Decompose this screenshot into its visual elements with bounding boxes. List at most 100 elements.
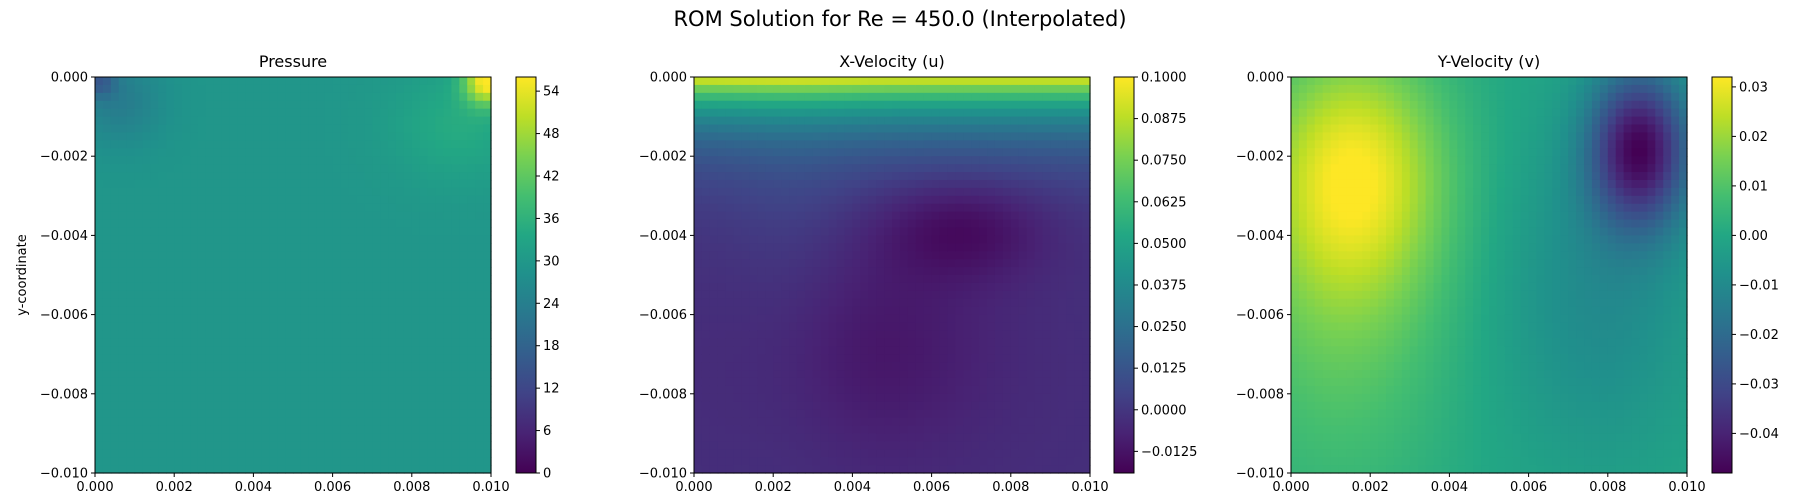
heatmap-cell bbox=[388, 370, 397, 379]
heatmap-cell bbox=[947, 306, 956, 316]
heatmap-cell bbox=[324, 449, 334, 458]
heatmap-cell bbox=[427, 385, 437, 395]
heatmap-cell bbox=[348, 235, 357, 244]
heatmap-cell bbox=[126, 409, 136, 419]
heatmap-cell bbox=[475, 306, 484, 316]
heatmap-cell bbox=[971, 179, 980, 189]
heatmap-cell bbox=[820, 259, 830, 268]
heatmap-cell bbox=[947, 449, 956, 458]
heatmap-cell bbox=[994, 108, 1004, 118]
heatmap-cell bbox=[182, 116, 191, 126]
heatmap-cell bbox=[190, 124, 199, 134]
heatmap-cell bbox=[348, 203, 357, 213]
heatmap-cell bbox=[459, 306, 468, 316]
heatmap-cell bbox=[844, 259, 853, 268]
heatmap-cell bbox=[300, 393, 310, 403]
heatmap-cell bbox=[1066, 116, 1075, 126]
heatmap-cell bbox=[820, 393, 830, 403]
heatmap-cell bbox=[1026, 401, 1036, 411]
heatmap-cell bbox=[340, 164, 350, 173]
heatmap-cell bbox=[372, 267, 381, 276]
heatmap-cell bbox=[411, 441, 421, 450]
heatmap-cell bbox=[451, 148, 460, 157]
heatmap-cell bbox=[197, 370, 207, 379]
heatmap-cell bbox=[1058, 385, 1067, 395]
heatmap-cell bbox=[467, 338, 476, 347]
heatmap-cell bbox=[308, 251, 318, 260]
heatmap-cell bbox=[931, 362, 941, 371]
heatmap-cell bbox=[1002, 148, 1012, 157]
heatmap-cell bbox=[483, 354, 492, 363]
heatmap-cell bbox=[757, 77, 766, 86]
heatmap-cell bbox=[931, 100, 941, 110]
heatmap-cell bbox=[388, 235, 397, 244]
heatmap-cell bbox=[773, 100, 782, 110]
heatmap-cell bbox=[300, 282, 310, 292]
heatmap-cell bbox=[459, 100, 468, 110]
heatmap-cell bbox=[380, 251, 389, 260]
heatmap-cell bbox=[237, 267, 247, 276]
heatmap-cell bbox=[102, 108, 112, 118]
heatmap-cell bbox=[419, 377, 429, 387]
heatmap-cell bbox=[245, 290, 254, 300]
heatmap-cell bbox=[285, 298, 294, 308]
heatmap-cell bbox=[332, 409, 342, 419]
heatmap-cell bbox=[229, 219, 239, 229]
heatmap-cell bbox=[308, 306, 318, 316]
heatmap-cell bbox=[483, 330, 492, 339]
heatmap-cell bbox=[435, 235, 445, 244]
heatmap-cell bbox=[316, 433, 326, 442]
heatmap-cell bbox=[781, 211, 790, 221]
heatmap-cell bbox=[174, 409, 183, 419]
heatmap-cell bbox=[451, 282, 460, 292]
heatmap-cell bbox=[947, 116, 956, 126]
heatmap-cell bbox=[789, 377, 798, 387]
heatmap-cell bbox=[963, 92, 972, 102]
heatmap-cell bbox=[340, 417, 350, 427]
heatmap-cell bbox=[324, 172, 334, 181]
heatmap-cell bbox=[884, 385, 893, 395]
heatmap-cell bbox=[308, 393, 318, 403]
heatmap-cell bbox=[1010, 425, 1020, 434]
heatmap-cell bbox=[741, 235, 751, 244]
heatmap-cell bbox=[395, 235, 405, 244]
heatmap-cell bbox=[876, 338, 885, 347]
heatmap-cell bbox=[285, 251, 294, 260]
heatmap-cell bbox=[899, 124, 909, 134]
heatmap-cell bbox=[757, 457, 766, 466]
heatmap-cell bbox=[915, 164, 925, 173]
heatmap-cell bbox=[820, 433, 830, 442]
heatmap-cell bbox=[142, 187, 152, 197]
heatmap-cell bbox=[245, 377, 254, 387]
heatmap-cell bbox=[332, 179, 342, 189]
heatmap-cell bbox=[939, 354, 949, 363]
heatmap-cell bbox=[884, 251, 893, 260]
heatmap-cell bbox=[110, 148, 120, 157]
heatmap-cell bbox=[261, 417, 270, 427]
heatmap-cell bbox=[467, 417, 476, 427]
heatmap-cell bbox=[1010, 172, 1020, 181]
heatmap-cell bbox=[947, 370, 956, 379]
heatmap-cell bbox=[804, 116, 814, 126]
heatmap-cell bbox=[701, 108, 711, 118]
heatmap-cell bbox=[1050, 385, 1059, 395]
heatmap-cell bbox=[907, 132, 917, 141]
heatmap-cell bbox=[868, 449, 877, 458]
colorbar bbox=[515, 76, 537, 474]
heatmap-cell bbox=[475, 172, 484, 181]
heatmap-cell bbox=[733, 227, 743, 236]
heatmap-cell bbox=[285, 338, 294, 347]
heatmap-cell bbox=[781, 377, 790, 387]
heatmap-cell bbox=[884, 441, 893, 450]
heatmap-cell bbox=[332, 172, 342, 181]
heatmap-cell bbox=[1026, 235, 1036, 244]
heatmap-cell bbox=[1026, 195, 1036, 205]
heatmap-cell bbox=[427, 172, 437, 181]
heatmap-cell bbox=[789, 227, 798, 236]
heatmap-cell bbox=[812, 306, 822, 316]
heatmap-cell bbox=[443, 275, 452, 284]
heatmap-cell bbox=[372, 322, 381, 332]
heatmap-cell bbox=[293, 227, 302, 236]
heatmap-cell bbox=[860, 298, 869, 308]
heatmap-cell bbox=[868, 338, 877, 347]
